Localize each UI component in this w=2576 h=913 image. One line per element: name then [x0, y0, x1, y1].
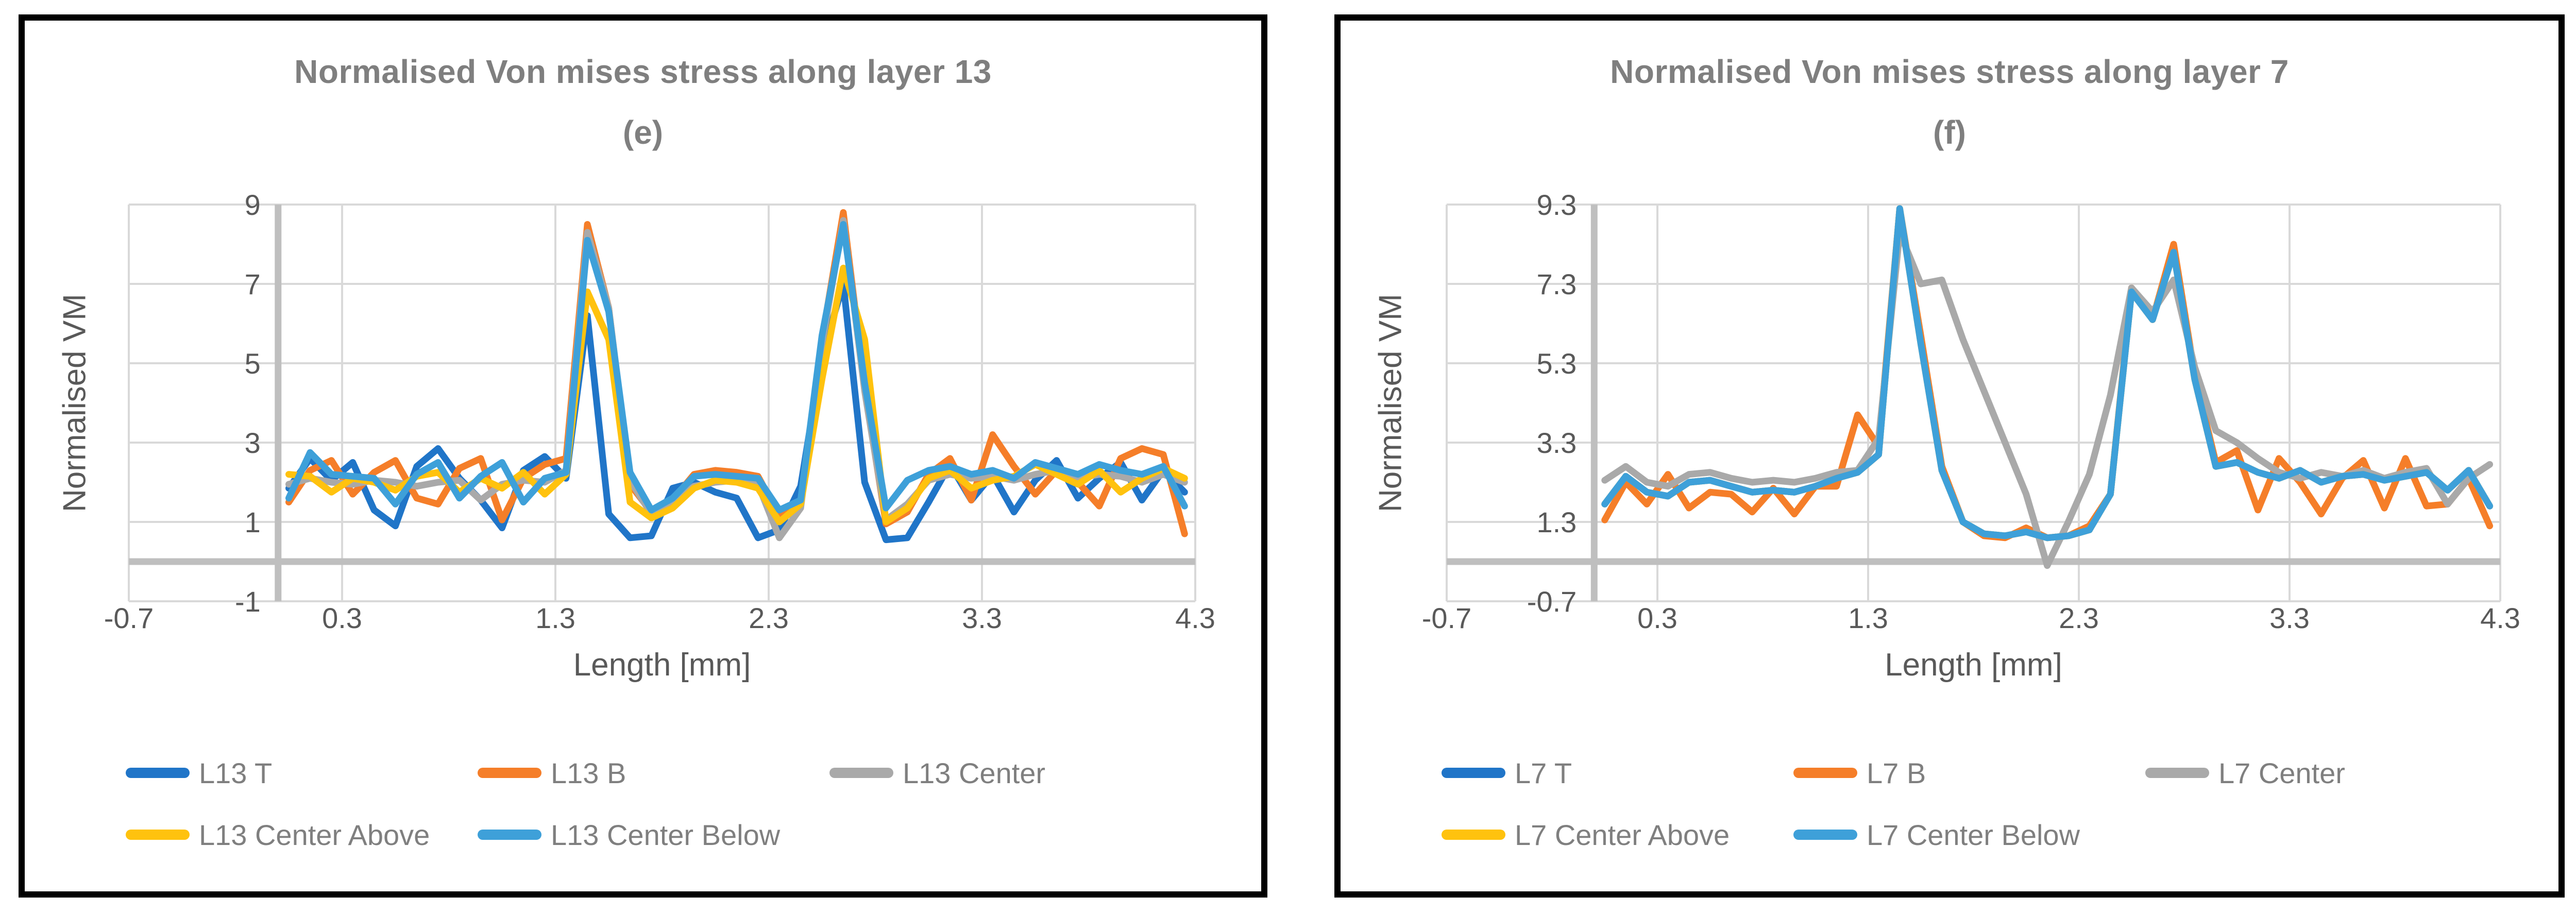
legend-item-l13-t: L13 T: [126, 752, 272, 793]
x-tick-label: 3.3: [2269, 602, 2310, 634]
legend-label: L7 Center Below: [1867, 818, 2080, 851]
y-tick-label: 5: [245, 347, 261, 380]
chart-subtitle-f: (f): [1933, 114, 1966, 151]
x-tick-label: 4.3: [1175, 602, 1215, 634]
legend-swatch-l7-t: [1442, 768, 1505, 778]
legend-swatch-l13-center: [829, 768, 893, 778]
y-tick-label: 9: [245, 189, 261, 221]
y-tick-label: -0.7: [1527, 585, 1577, 618]
chart-subtitle-e: (e): [622, 114, 664, 151]
legend-swatch-l7-center: [2145, 768, 2209, 778]
legend-item-l7-t: L7 T: [1442, 752, 1572, 793]
legend-item-l7-center-below: L7 Center Below: [1793, 814, 2080, 855]
y-tick-label: 7: [245, 268, 261, 300]
legend-label: L7 Center Above: [1515, 818, 1730, 851]
legend-item-l13-center-above: L13 Center Above: [126, 814, 430, 855]
y-axis-title-layer13: Normalised VM: [57, 294, 93, 512]
legend-item-l7-center: L7 Center: [2145, 752, 2345, 793]
legend-item-l7-b: L7 B: [1793, 752, 1926, 793]
series-line-l13-center-below: [285, 221, 1188, 514]
x-tick-label: -0.7: [1422, 602, 1472, 634]
legend-label: L13 Center: [903, 756, 1046, 789]
legend-swatch-l7-center-above: [1442, 830, 1505, 840]
legend-label: L13 Center Below: [551, 818, 781, 851]
plot-area-layer13: 9 7 5 3 1 -1 -0.7 0.3 1.3 2.3 3.3 4.3: [104, 189, 1215, 634]
x-axis-title-layer7: Length [mm]: [1885, 647, 2062, 683]
x-tick-label: 4.3: [2480, 602, 2520, 634]
series-line-l13-center: [285, 217, 1188, 542]
legend-item-l13-b: L13 B: [478, 752, 626, 793]
chart-title-layer7: Normalised Von mises stress along layer …: [1610, 53, 2289, 90]
x-axis-title-layer13: Length [mm]: [573, 647, 751, 683]
y-tick-label: 3.3: [1536, 427, 1577, 459]
legend-swatch-l7-center-below: [1793, 830, 1857, 840]
x-tick-label: 0.3: [322, 602, 362, 634]
legend-swatch-l7-b: [1793, 768, 1857, 778]
legend-item-l13-center-below: L13 Center Below: [478, 814, 780, 855]
x-tick-label: 2.3: [2059, 602, 2099, 634]
legend-label: L7 T: [1515, 756, 1572, 789]
series-line-l7-center-below: [1601, 205, 2494, 542]
legend-label: L13 B: [551, 756, 626, 789]
chart-title-layer13: Normalised Von mises stress along layer …: [294, 53, 992, 90]
legend-item-l7-center-above: L7 Center Above: [1442, 814, 1730, 855]
y-tick-label: 1: [245, 506, 261, 538]
y-tick-label: 5.3: [1536, 347, 1577, 380]
x-tick-label: 0.3: [1637, 602, 1677, 634]
y-axis-title-layer7: Normalised VM: [1372, 294, 1409, 512]
y-tick-label: 9.3: [1536, 189, 1577, 221]
y-tick-label: 3: [245, 427, 261, 459]
legend-label: L7 B: [1867, 756, 1926, 789]
legend-swatch-l13-t: [126, 768, 190, 778]
x-tick-label: 1.3: [1848, 602, 1888, 634]
y-tick-label: -1: [235, 585, 261, 618]
y-tick-label: 7.3: [1536, 268, 1577, 300]
x-tick-label: 3.3: [962, 602, 1002, 634]
panel-layer13: Normalised Von mises stress along layer …: [19, 14, 1267, 898]
x-tick-label: 1.3: [535, 602, 575, 634]
panel-layer7: Normalised Von mises stress along layer …: [1334, 14, 2565, 898]
series-line-l13-b: [285, 209, 1188, 537]
series-line-l13-t: [285, 280, 1188, 544]
legend-item-l13-center: L13 Center: [829, 752, 1045, 793]
series-line-l7-center: [1601, 229, 2494, 569]
plot-area-layer7: 9.3 7.3 5.3 3.3 1.3 -0.7 -0.7 0.3 1.3 2.3 3.3 4.3: [1422, 189, 2520, 634]
legend-swatch-l13-b: [478, 768, 541, 778]
legend-swatch-l13-center-above: [126, 830, 190, 840]
y-tick-label: 1.3: [1536, 506, 1577, 538]
legend-label: L7 Center: [2218, 756, 2345, 789]
legend-label: L13 T: [199, 756, 273, 789]
x-tick-label: -0.7: [104, 602, 154, 634]
x-tick-label: 2.3: [749, 602, 789, 634]
legend-label: L13 Center Above: [199, 818, 430, 851]
legend-swatch-l13-center-below: [478, 830, 541, 840]
